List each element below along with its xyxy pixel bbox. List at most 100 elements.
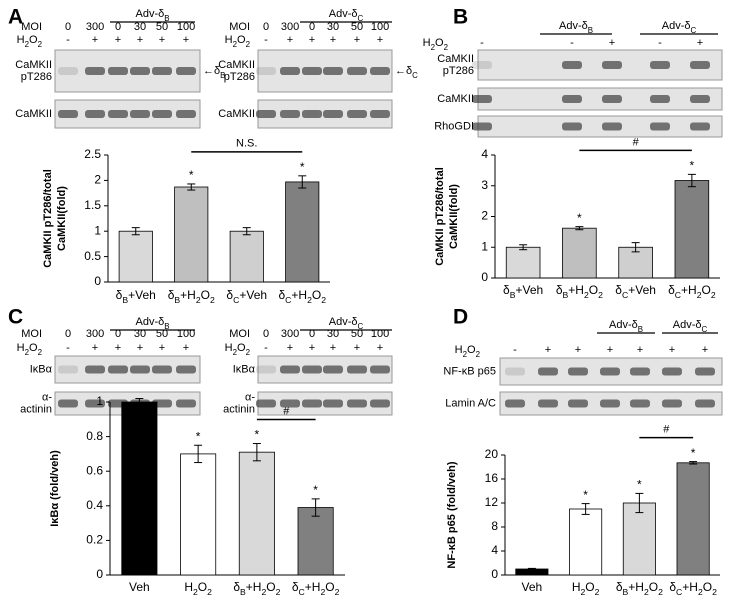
y-tick-label: 2 xyxy=(481,209,488,223)
blot-header: Adv-δB xyxy=(135,316,169,331)
blot-band xyxy=(690,61,710,69)
error-bar xyxy=(581,503,590,515)
row-label: H2O2 xyxy=(455,344,480,359)
panel-letter: A xyxy=(8,6,23,29)
bar xyxy=(121,401,158,576)
blot-band xyxy=(152,67,172,75)
lane-cell: 30 xyxy=(327,21,339,33)
blot-band xyxy=(152,110,172,118)
significance-marker: * xyxy=(196,429,201,443)
blot-band xyxy=(58,365,78,374)
y-tick-label: 8 xyxy=(491,519,498,533)
blot-band xyxy=(650,122,670,131)
significance-marker: * xyxy=(189,168,194,182)
lane-cell: + xyxy=(354,342,360,354)
lane-cell: + xyxy=(137,342,143,354)
bar xyxy=(180,453,217,576)
blot-band xyxy=(85,399,105,408)
lane-cell: + xyxy=(137,34,143,46)
bracket-label: N.S. xyxy=(236,138,257,150)
lane-cell: 100 xyxy=(371,328,389,340)
x-tick-label: δB+H2O2 xyxy=(556,283,603,300)
error-bar xyxy=(687,173,696,188)
lane-cell: + xyxy=(330,34,336,46)
y-tick-label: 0.2 xyxy=(86,533,103,547)
lane-cell: + xyxy=(377,34,383,46)
blot xyxy=(477,115,723,138)
blot-band xyxy=(323,110,343,118)
blot-band xyxy=(280,365,300,374)
x-tick-label: δC+H2O2 xyxy=(669,580,717,597)
blot-band xyxy=(650,61,670,69)
x-tick-label: δB+Veh xyxy=(503,283,543,300)
blot-label: CaMKII xyxy=(15,59,52,71)
significance-marker: * xyxy=(300,160,305,174)
blot-band xyxy=(370,110,390,118)
y-tick-label: 0.8 xyxy=(86,429,103,443)
lane-cell: - xyxy=(513,344,517,356)
bar xyxy=(676,462,710,576)
y-tick-label: 2 xyxy=(94,173,101,187)
row-label: H2O2 xyxy=(17,342,42,357)
blot-band xyxy=(370,399,390,408)
lane-cell: 0 xyxy=(309,328,315,340)
error-bar xyxy=(527,567,536,571)
lane-cell: 0 xyxy=(65,328,71,340)
y-tick-label: 0 xyxy=(96,567,103,581)
y-tick-label: 20 xyxy=(485,447,499,461)
lane-cell: 0 xyxy=(263,328,269,340)
row-label: H2O2 xyxy=(225,342,250,357)
error-bar xyxy=(635,492,644,514)
blot-band xyxy=(130,110,150,118)
blot-band xyxy=(108,365,128,374)
blot-band xyxy=(472,95,492,103)
y-axis-label: IκBα (fold/veh) xyxy=(49,450,61,527)
y-tick-label: 0.4 xyxy=(86,498,103,512)
y-tick-label: 1 xyxy=(94,223,101,237)
x-tick-label: Veh xyxy=(129,580,150,594)
y-tick-label: 4 xyxy=(491,543,498,557)
lane-cell: + xyxy=(637,344,643,356)
y-tick-label: 1 xyxy=(96,394,103,408)
lane-cell: + xyxy=(545,344,551,356)
bar xyxy=(229,230,264,283)
lane-cell: + xyxy=(377,342,383,354)
lane-cell: + xyxy=(287,34,293,46)
lane-cell: + xyxy=(287,342,293,354)
lane-cell: 300 xyxy=(281,21,299,33)
x-tick-label: δC+H2O2 xyxy=(292,580,340,597)
lane-cell: + xyxy=(92,342,98,354)
bar xyxy=(118,230,153,283)
blot-label: RhoGDI xyxy=(434,120,474,132)
blot-band xyxy=(695,367,715,376)
lane-cell: 100 xyxy=(177,21,195,33)
lane-cell: 100 xyxy=(371,21,389,33)
y-axis-label: CaMKII pT286/total xyxy=(42,169,54,268)
bar xyxy=(569,508,603,576)
lane-cell: + xyxy=(609,37,615,49)
error-bar xyxy=(631,242,640,253)
blot-band xyxy=(302,67,322,75)
blot-band xyxy=(256,110,276,118)
blot-band xyxy=(600,367,620,376)
y-tick-label: 0 xyxy=(94,274,101,288)
lane-cell: - xyxy=(264,342,268,354)
bracket-label: # xyxy=(663,424,670,436)
bar xyxy=(238,451,275,576)
blot-band xyxy=(568,399,588,408)
blot-label: α- xyxy=(42,391,52,403)
blot-band xyxy=(176,365,196,374)
blot-label: CaMKII xyxy=(437,53,474,65)
panel-letter: D xyxy=(453,306,468,329)
x-tick-label: δB+H2O2 xyxy=(233,580,280,597)
blot-band xyxy=(152,365,172,374)
blot-band xyxy=(690,122,710,131)
y-tick-label: 2.5 xyxy=(84,147,101,161)
y-axis-label: CaMKII(fold) xyxy=(56,186,68,251)
blot-band xyxy=(568,367,588,376)
significance-marker: * xyxy=(690,159,695,173)
error-bar xyxy=(689,461,698,465)
significance-marker: * xyxy=(577,211,582,225)
